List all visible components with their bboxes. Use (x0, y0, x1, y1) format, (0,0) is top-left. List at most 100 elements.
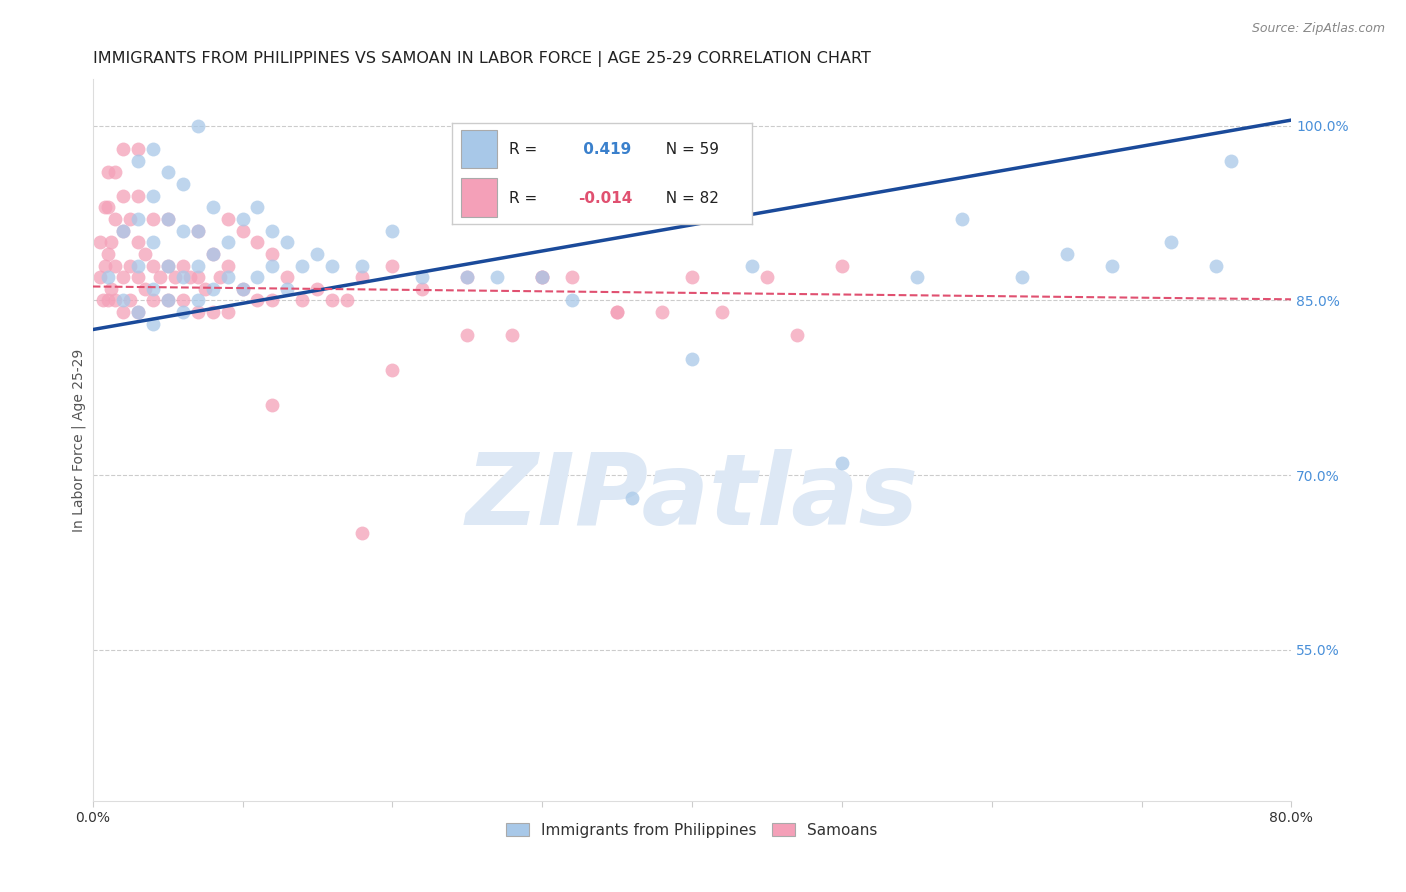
Point (831, 259, 853, 273)
Point (127, 188, 149, 202)
Point (681, 351, 703, 366)
Point (321, 293, 343, 308)
Point (179, 270, 201, 285)
Point (381, 224, 404, 238)
Point (950, 212, 973, 227)
Point (336, 293, 359, 308)
Point (621, 491, 644, 506)
Point (531, 270, 554, 285)
Point (172, 305, 194, 319)
Point (1220, 153, 1243, 168)
Point (100, 235, 122, 250)
Point (456, 270, 478, 285)
Point (352, 526, 374, 541)
Point (786, 328, 808, 343)
Legend: Immigrants from Philippines, Samoans: Immigrants from Philippines, Samoans (501, 816, 884, 844)
Point (231, 212, 253, 227)
Point (606, 305, 628, 319)
Point (217, 212, 239, 227)
Point (411, 282, 433, 296)
Point (231, 282, 253, 296)
Point (217, 270, 239, 285)
Point (142, 317, 165, 331)
Point (142, 282, 165, 296)
Point (291, 259, 314, 273)
Point (246, 270, 269, 285)
Point (651, 305, 673, 319)
Point (262, 247, 284, 261)
Point (127, 305, 149, 319)
Point (187, 293, 209, 308)
Point (501, 328, 523, 343)
Point (111, 142, 134, 156)
Point (187, 305, 209, 319)
Point (291, 293, 314, 308)
Point (142, 188, 165, 202)
Point (104, 259, 127, 273)
Point (172, 224, 194, 238)
Point (307, 247, 329, 261)
Point (1056, 247, 1078, 261)
Point (381, 259, 404, 273)
Point (111, 305, 134, 319)
Point (156, 293, 179, 308)
Point (1101, 259, 1123, 273)
Point (156, 293, 179, 308)
Text: ZIPatlas: ZIPatlas (465, 450, 918, 546)
Point (97, 247, 120, 261)
Point (741, 259, 763, 273)
Point (172, 293, 194, 308)
Point (187, 270, 209, 285)
Point (104, 212, 127, 227)
Point (111, 224, 134, 238)
Y-axis label: In Labor Force | Age 25-29: In Labor Force | Age 25-29 (72, 349, 86, 532)
Point (217, 235, 239, 250)
Point (1205, 259, 1227, 273)
Point (156, 259, 179, 273)
Point (97, 200, 120, 214)
Point (127, 153, 149, 168)
Point (120, 293, 142, 308)
Point (561, 270, 583, 285)
Point (127, 235, 149, 250)
Point (201, 247, 224, 261)
Point (246, 200, 269, 214)
Point (156, 212, 179, 227)
Point (149, 270, 172, 285)
Point (172, 270, 194, 285)
Point (187, 119, 209, 133)
Point (352, 259, 374, 273)
Point (217, 259, 239, 273)
Point (91, 293, 114, 308)
Point (172, 177, 194, 191)
Point (276, 235, 298, 250)
Point (172, 259, 194, 273)
Point (104, 165, 127, 179)
Point (905, 270, 928, 285)
Point (93, 200, 115, 214)
Point (201, 282, 224, 296)
Point (142, 142, 165, 156)
Point (1011, 270, 1033, 285)
Point (531, 270, 554, 285)
Point (134, 282, 156, 296)
Point (201, 305, 224, 319)
Point (127, 212, 149, 227)
Point (89, 235, 111, 250)
Point (111, 188, 134, 202)
Point (352, 270, 374, 285)
Point (97, 293, 120, 308)
Point (307, 282, 329, 296)
Point (111, 293, 134, 308)
Point (231, 224, 253, 238)
Point (1160, 235, 1182, 250)
Point (486, 270, 509, 285)
Point (321, 259, 343, 273)
Point (127, 305, 149, 319)
Point (120, 259, 142, 273)
Point (231, 282, 253, 296)
Point (246, 235, 269, 250)
Point (100, 282, 122, 296)
Point (606, 305, 628, 319)
Point (531, 270, 554, 285)
